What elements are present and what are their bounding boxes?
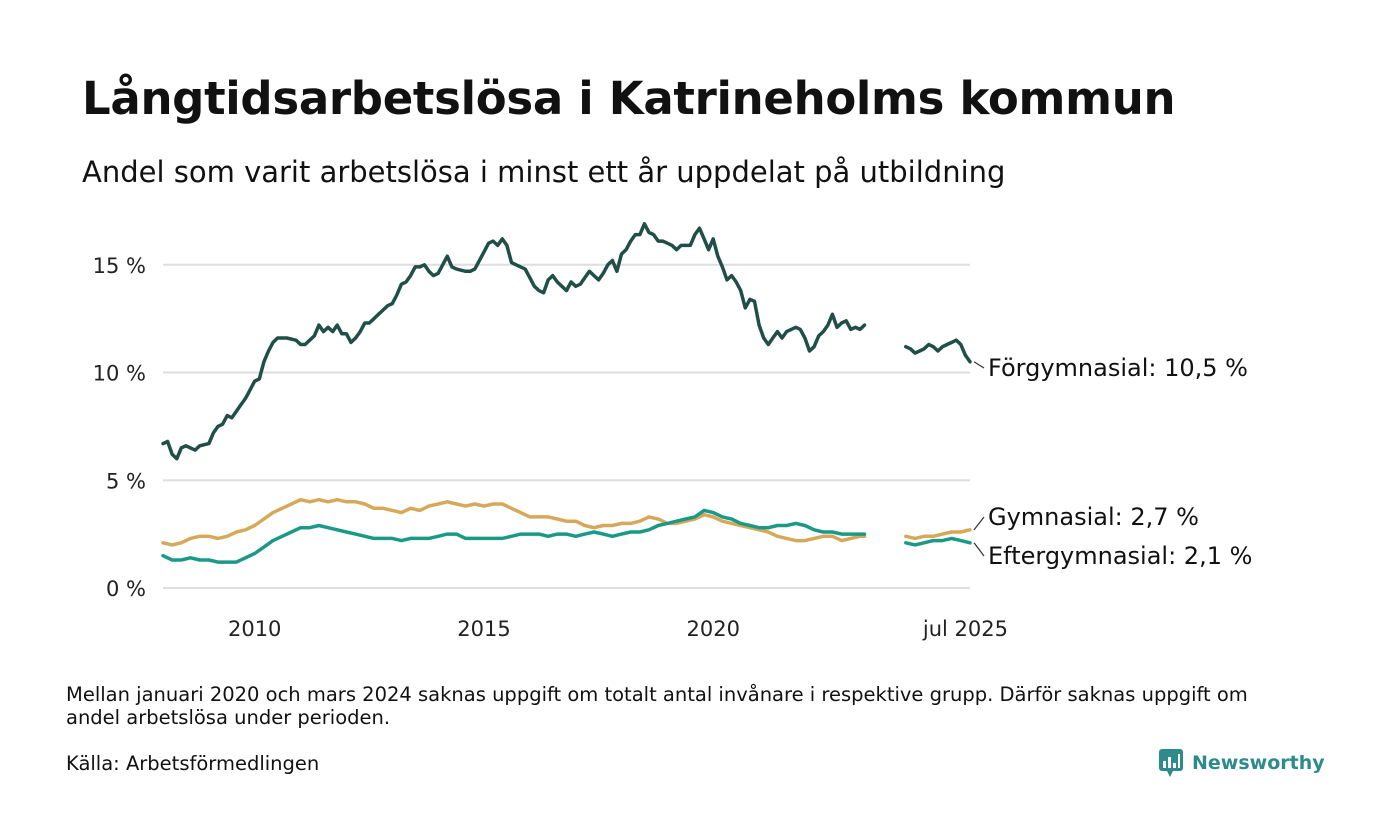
chart-subtitle: Andel som varit arbetslösa i minst ett å… — [82, 155, 1006, 189]
x-tick-label: jul 2025 — [922, 617, 1008, 641]
series-line-eftergymnasial-0 — [161, 508, 867, 564]
line-chart: 0 % 5 % 10 % 15 % 2010 2015 2020 jul 2025 Förg… — [93, 222, 1252, 641]
label-leader-eftergymnasial — [973, 542, 985, 557]
chart-gridlines — [163, 263, 970, 589]
x-tick-label: 2010 — [228, 617, 281, 641]
series-label-gymnasial: Gymnasial: 2,7 % — [988, 503, 1199, 531]
newsworthy-logo: Newsworthy — [1158, 748, 1325, 778]
label-leader-gymnasial — [973, 516, 985, 531]
series-line-forgymnasial-1 — [904, 338, 972, 364]
y-axis: 0 % 5 % 10 % 15 % — [93, 254, 146, 601]
chart-series — [161, 222, 972, 564]
y-tick-label: 5 % — [106, 469, 146, 493]
y-tick-label: 10 % — [93, 362, 146, 386]
y-tick-label: 0 % — [106, 577, 146, 601]
chart-title: Långtidsarbetslösa i Katrineholms kommun — [82, 72, 1176, 125]
source-text: Källa: Arbetsförmedlingen — [66, 752, 320, 775]
x-tick-label: 2015 — [457, 617, 510, 641]
brand-name: Newsworthy — [1192, 752, 1325, 774]
label-leader-forgymnasial — [973, 361, 985, 369]
y-tick-label: 15 % — [93, 254, 146, 278]
series-labels: Förgymnasial: 10,5 % Gymnasial: 2,7 % Efte… — [973, 354, 1252, 570]
x-tick-label: 2020 — [687, 617, 740, 641]
series-label-eftergymnasial: Eftergymnasial: 2,1 % — [988, 542, 1252, 570]
footnote: Mellan januari 2020 och mars 2024 saknas… — [66, 683, 1248, 729]
series-line-forgymnasial-0 — [161, 222, 867, 461]
x-axis: 2010 2015 2020 jul 2025 — [228, 617, 1008, 641]
series-line-gymnasial-1 — [904, 528, 972, 541]
series-line-gymnasial-0 — [161, 497, 867, 547]
series-label-forgymnasial: Förgymnasial: 10,5 % — [988, 354, 1248, 382]
newsworthy-logo-icon — [1159, 749, 1183, 777]
series-line-eftergymnasial-1 — [904, 536, 972, 547]
